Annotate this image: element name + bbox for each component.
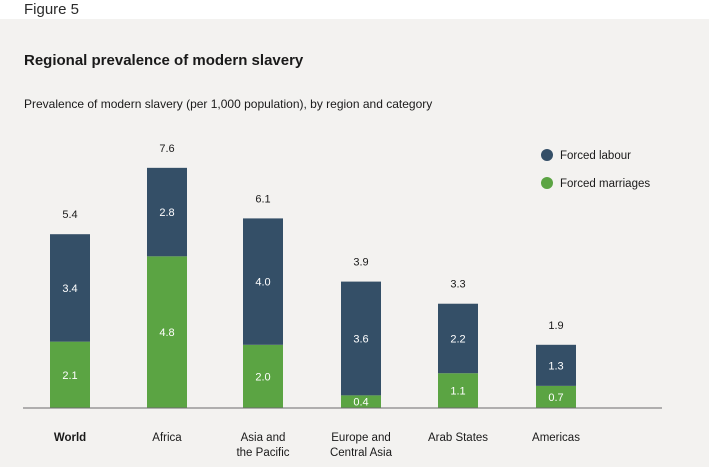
legend-marker-forced-labour [541, 149, 553, 161]
legend-marker-forced-marriages [541, 177, 553, 189]
category-label: Americas [532, 432, 580, 444]
bar-forced-labour [50, 234, 90, 342]
total-label: 3.3 [450, 279, 465, 291]
bar-forced-labour [536, 344, 576, 386]
bar-forced-marriages [438, 373, 478, 408]
data-label-forced-labour: 2.2 [450, 333, 465, 345]
category-label: Africa [152, 432, 182, 444]
category-label: Europe and [331, 432, 390, 444]
data-label-forced-labour: 4.0 [255, 277, 270, 289]
total-label: 5.4 [62, 209, 77, 221]
chart-subtitle: Prevalence of modern slavery (per 1,000 … [24, 97, 433, 111]
bar-forced-marriages [50, 341, 90, 408]
category-label: Arab States [428, 432, 488, 444]
data-label-forced-labour: 2.8 [159, 207, 174, 219]
category-label: Central Asia [330, 447, 393, 459]
bar-forced-labour [341, 281, 381, 396]
data-label-forced-labour: 3.6 [353, 333, 368, 345]
bar-forced-marriages [243, 344, 283, 408]
category-label: Asia and [241, 432, 286, 444]
bar-forced-marriages [341, 395, 381, 408]
bar-forced-labour [147, 167, 187, 257]
total-label: 7.6 [159, 143, 174, 155]
data-label-forced-marriages: 0.4 [353, 397, 368, 409]
category-label: the Pacific [236, 447, 289, 459]
figure-label: Figure 5 [0, 0, 709, 19]
category-label: World [54, 432, 86, 444]
total-label: 6.1 [255, 193, 270, 205]
total-label: 3.9 [353, 257, 368, 269]
legend-label-forced-marriages: Forced marriages [560, 178, 650, 190]
data-label-forced-marriages: 1.1 [450, 386, 465, 398]
data-label-forced-marriages: 0.7 [548, 392, 563, 404]
data-label-forced-marriages: 2.0 [255, 371, 270, 383]
data-label-forced-marriages: 2.1 [62, 370, 77, 382]
data-label-forced-marriages: 4.8 [159, 327, 174, 339]
legend-label-forced-labour: Forced labour [560, 150, 631, 162]
bar-forced-labour [243, 218, 283, 345]
data-label-forced-labour: 1.3 [548, 360, 563, 372]
bar-forced-marriages [147, 256, 187, 408]
bar-forced-labour [438, 303, 478, 374]
bar-forced-marriages [536, 385, 576, 408]
chart-title: Regional prevalence of modern slavery [24, 52, 304, 69]
total-label: 1.9 [548, 320, 563, 332]
data-label-forced-labour: 3.4 [62, 283, 77, 295]
